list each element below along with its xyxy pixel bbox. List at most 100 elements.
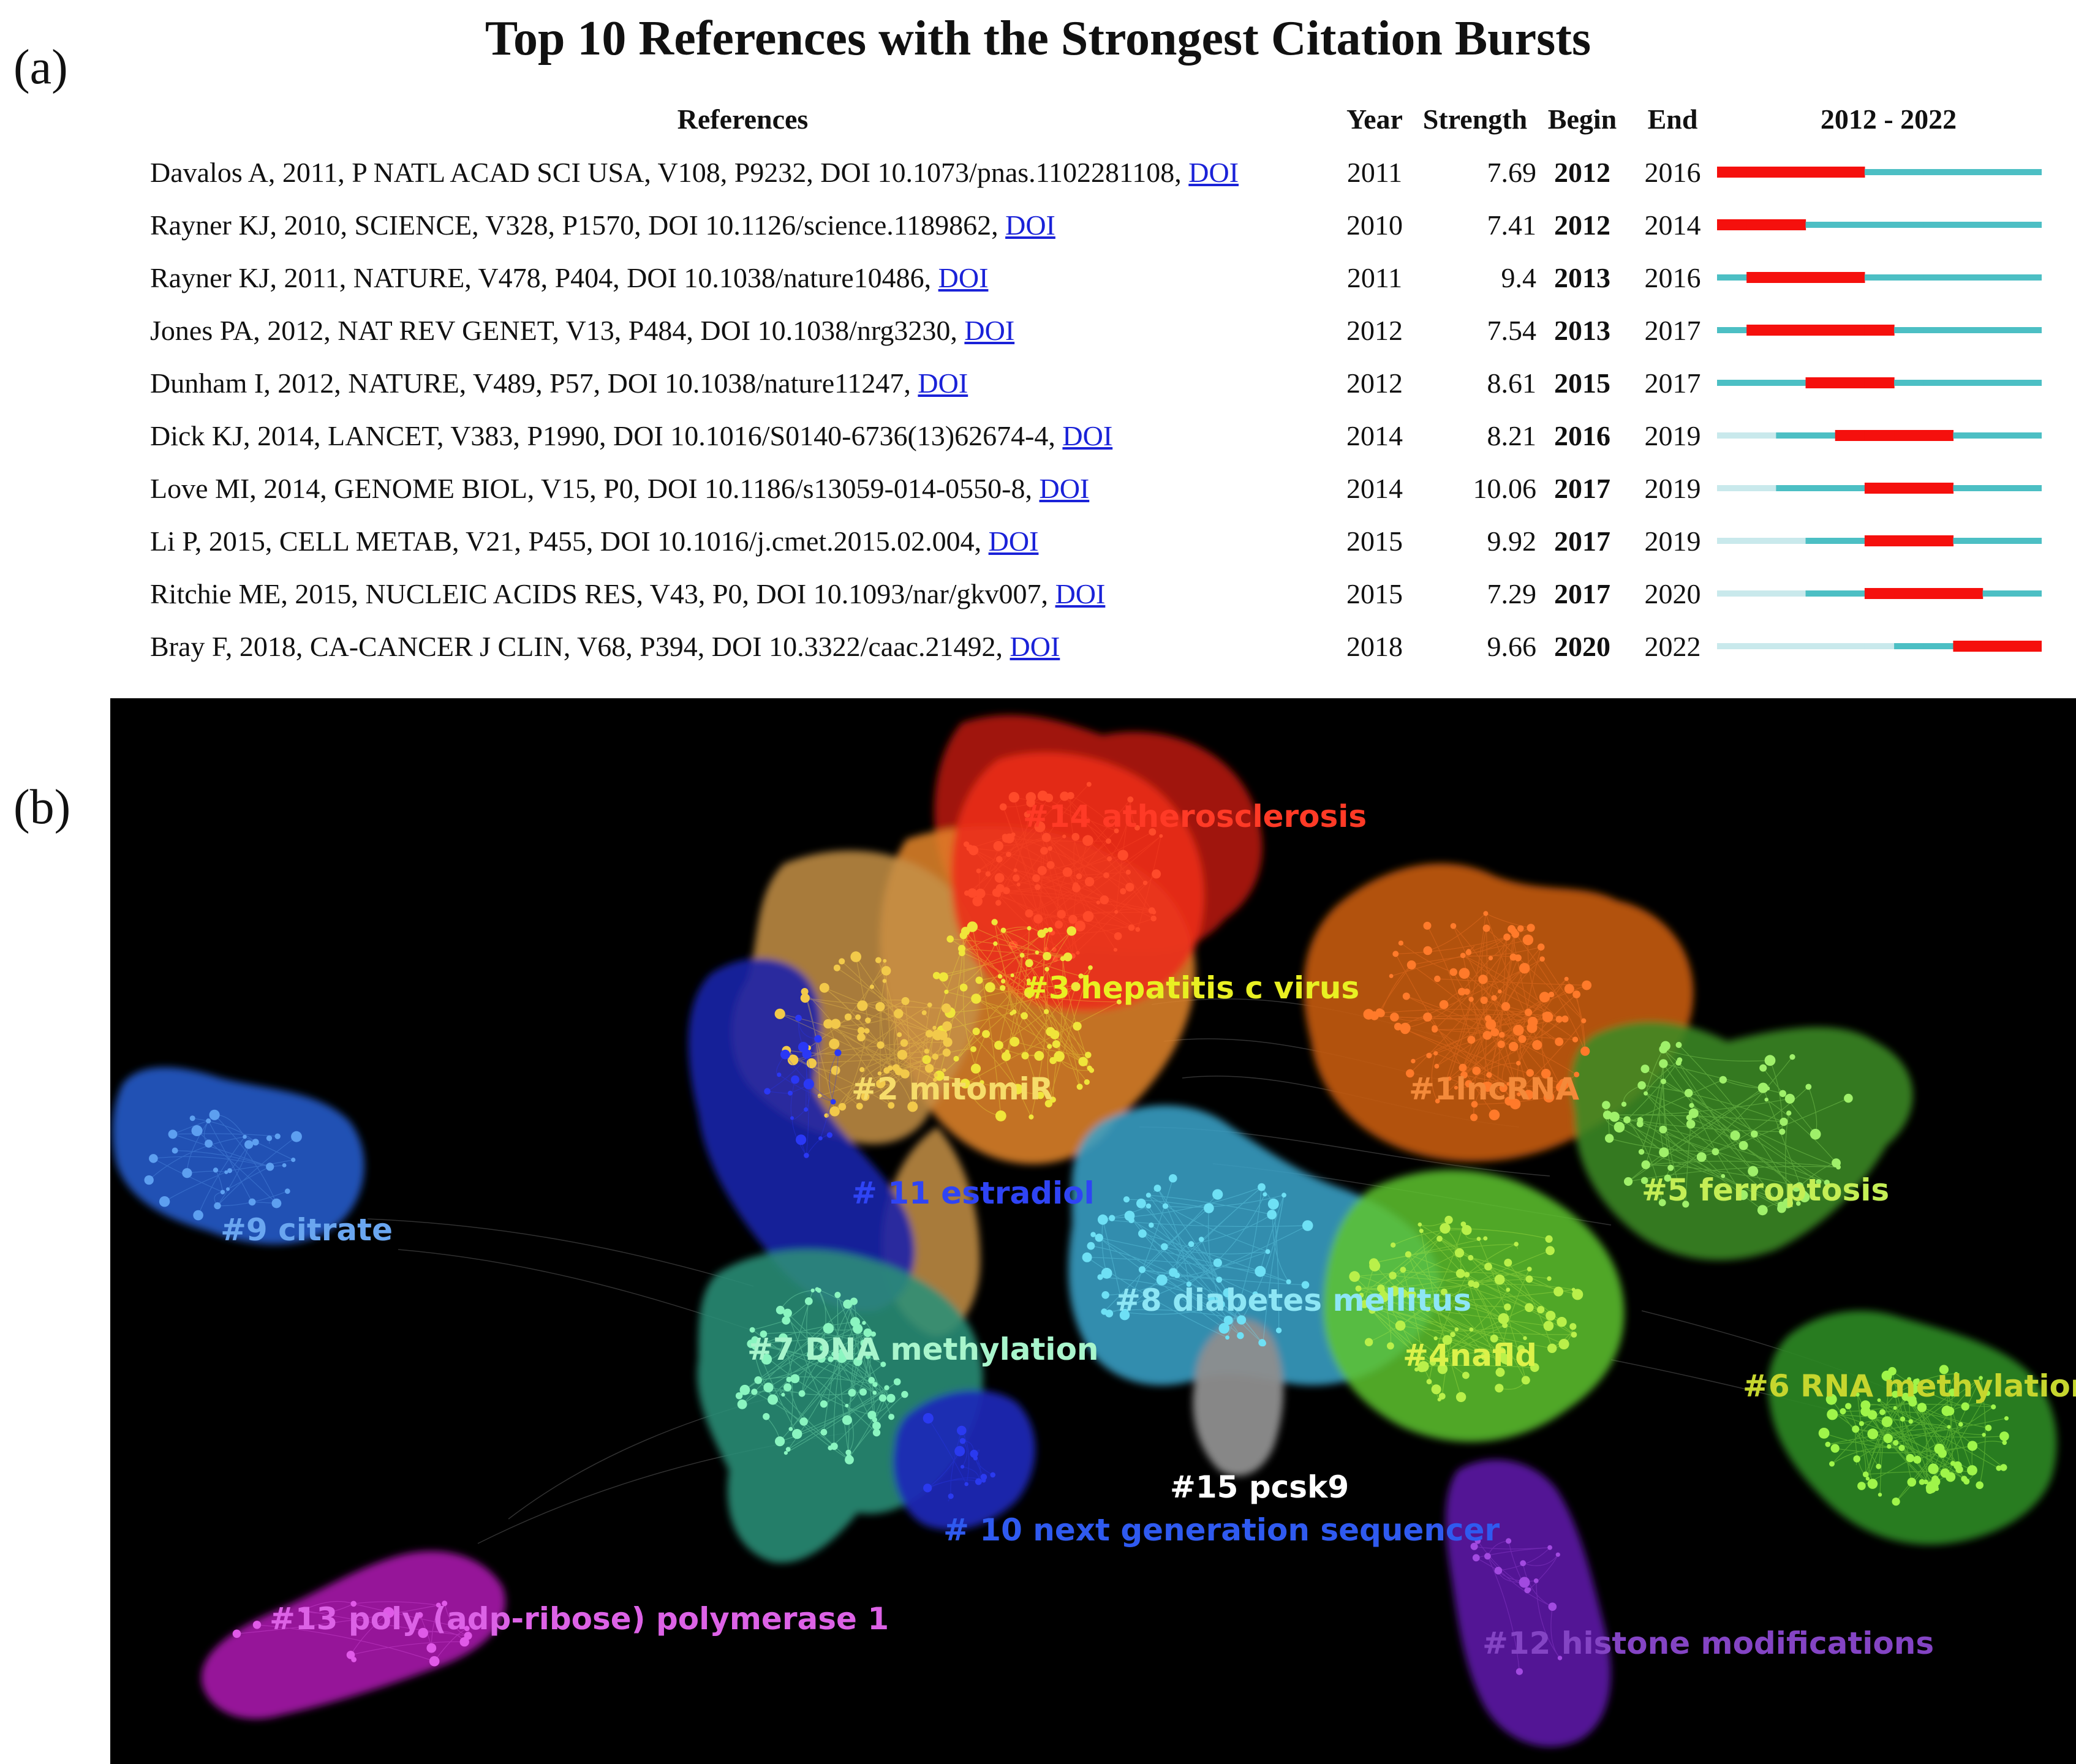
network-edge xyxy=(1508,1262,1553,1349)
network-node xyxy=(865,1354,870,1359)
network-node xyxy=(1498,1031,1505,1038)
network-edge xyxy=(1364,1302,1552,1349)
network-node xyxy=(881,966,891,976)
network-node xyxy=(1066,926,1076,936)
network-node xyxy=(1938,1449,1947,1458)
network-node xyxy=(942,1021,952,1031)
network-edge xyxy=(961,948,1068,957)
network-node xyxy=(1237,1332,1244,1340)
timeline-segment xyxy=(1776,380,1806,386)
network-edge xyxy=(1141,1203,1263,1343)
network-node xyxy=(1082,835,1093,846)
network-node xyxy=(1049,1057,1057,1065)
network-node xyxy=(875,1001,885,1012)
network-node xyxy=(1555,1037,1564,1046)
network-edge xyxy=(1663,1049,1755,1134)
network-node xyxy=(282,1163,287,1167)
network-edge xyxy=(431,1603,445,1648)
burst-timeline-cell xyxy=(1717,409,2060,462)
network-node xyxy=(1582,980,1592,990)
network-node xyxy=(1000,979,1006,984)
burst-segment xyxy=(1953,588,1984,599)
doi-link[interactable]: DOI xyxy=(1188,156,1239,188)
doi-link[interactable]: DOI xyxy=(1005,209,1055,241)
network-node xyxy=(1105,1310,1114,1317)
burst-timeline-cell xyxy=(1717,620,2060,673)
network-node xyxy=(1426,1052,1432,1058)
network-edge xyxy=(1131,1219,1220,1280)
network-node xyxy=(1400,1267,1406,1273)
network-edge xyxy=(1354,1276,1436,1339)
network-node xyxy=(1281,1193,1286,1198)
network-node xyxy=(990,1472,995,1478)
network-node xyxy=(1100,895,1109,905)
network-edge xyxy=(1455,1087,1504,1088)
network-edge xyxy=(1754,1134,1799,1204)
network-edge xyxy=(847,1356,869,1406)
network-node xyxy=(1364,1338,1373,1346)
network-node xyxy=(1037,865,1047,875)
network-edge xyxy=(1485,913,1562,1088)
doi-link[interactable]: DOI xyxy=(938,262,989,293)
network-node xyxy=(206,1118,211,1124)
network-edge xyxy=(1402,1269,1424,1366)
network-edge xyxy=(1191,1214,1272,1245)
network-edge xyxy=(967,826,1040,894)
network-node xyxy=(1146,1203,1152,1209)
network-node xyxy=(1519,1577,1530,1588)
network-edge xyxy=(820,1052,839,1139)
network-edge xyxy=(1663,1063,1754,1172)
network-edge xyxy=(1439,1238,1472,1284)
end-cell: 2017 xyxy=(1644,314,1701,346)
network-edge xyxy=(1188,1194,1266,1285)
network-node xyxy=(1142,880,1148,886)
burst-timeline xyxy=(1717,377,2042,388)
network-edge xyxy=(198,1136,245,1216)
doi-link[interactable]: DOI xyxy=(918,367,968,399)
network-edge xyxy=(217,1136,297,1207)
doi-link[interactable]: DOI xyxy=(1055,578,1106,609)
network-node xyxy=(948,1493,954,1499)
network-edge xyxy=(1865,1381,1917,1475)
network-node xyxy=(464,1626,470,1632)
network-edge xyxy=(1527,940,1549,1017)
doi-link[interactable]: DOI xyxy=(1039,472,1090,504)
reference-cell: Davalos A, 2011, P NATL ACAD SCI USA, V1… xyxy=(150,146,1335,198)
network-node xyxy=(1096,900,1101,905)
doi-link[interactable]: DOI xyxy=(964,314,1015,346)
network-edge xyxy=(754,1346,774,1400)
network-node xyxy=(1497,1040,1505,1049)
network-node xyxy=(1363,1009,1374,1020)
network-node xyxy=(1558,1338,1569,1350)
timeline-segment xyxy=(1953,222,1984,228)
network-node xyxy=(1025,909,1033,918)
reference-text: Jones PA, 2012, NAT REV GENET, V13, P484… xyxy=(150,314,957,346)
network-edge xyxy=(1015,870,1154,919)
doi-link[interactable]: DOI xyxy=(1010,630,1060,662)
network-edge xyxy=(1161,1280,1229,1321)
network-node xyxy=(825,1023,831,1028)
network-node xyxy=(1011,832,1016,837)
network-edge xyxy=(965,1001,1120,1084)
network-edge xyxy=(790,1332,868,1430)
network-node xyxy=(1116,999,1122,1005)
network-edge xyxy=(1895,1373,1957,1395)
network-node xyxy=(959,932,968,940)
burst-segment xyxy=(1835,430,1865,441)
network-edge xyxy=(978,837,1047,872)
doi-link[interactable]: DOI xyxy=(1062,420,1113,451)
network-node xyxy=(1484,1015,1492,1022)
network-node xyxy=(1830,1444,1840,1453)
network-node xyxy=(855,1014,861,1020)
network-edge xyxy=(1832,1446,1889,1464)
network-node xyxy=(1967,1465,1977,1476)
network-node xyxy=(843,1299,853,1309)
network-edge xyxy=(1550,1607,1560,1659)
doi-link[interactable]: DOI xyxy=(988,525,1039,557)
network-edge xyxy=(1667,1057,1793,1178)
network-node xyxy=(1436,1235,1443,1242)
network-node xyxy=(783,1383,792,1392)
network-node xyxy=(1547,1276,1552,1281)
timeline-segment xyxy=(2012,380,2042,386)
network-node xyxy=(826,1132,832,1138)
